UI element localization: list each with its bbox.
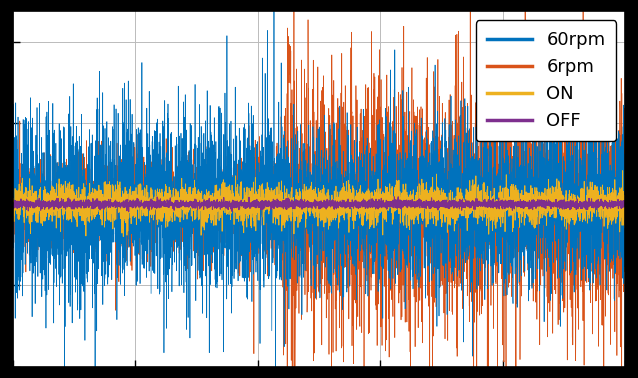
Legend: 60rpm, 6rpm, ON, OFF: 60rpm, 6rpm, ON, OFF xyxy=(476,20,616,141)
